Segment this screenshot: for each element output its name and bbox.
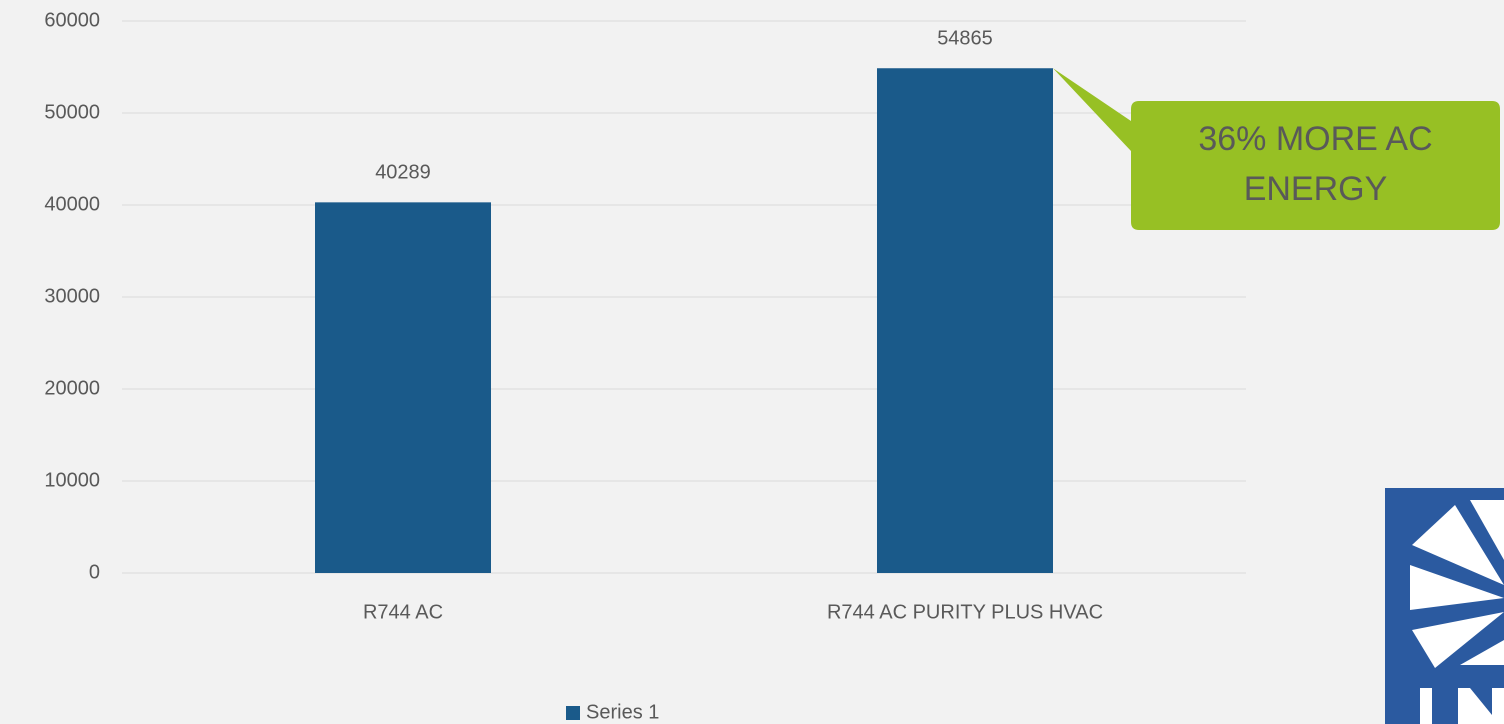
logo-wedge [1412,505,1504,585]
x-tick-label: R744 AC [363,601,443,623]
x-tick-label: R744 AC PURITY PLUS HVAC [827,601,1103,623]
y-tick-label: 10000 [44,469,100,491]
y-tick-label: 30000 [44,285,100,307]
bar [315,202,491,574]
y-tick-label: 40000 [44,193,100,215]
y-tick-label: 50000 [44,101,100,123]
logo-wedge [1460,640,1504,665]
logo-wedge [1410,565,1504,610]
logo-letter [1458,688,1504,724]
logo-letter [1420,688,1432,724]
logo-wedge [1470,500,1504,560]
data-label: 54865 [937,28,993,50]
legend-swatch [566,706,580,720]
data-label: 40289 [375,162,431,184]
y-tick-label: 20000 [44,377,100,399]
legend-label: Series 1 [586,701,659,723]
logo-wedge [1412,612,1504,668]
bar [877,68,1053,573]
y-tick-label: 60000 [44,9,100,31]
annotation: ENERGY [1244,170,1388,208]
y-tick-label: 0 [89,561,100,583]
annotation: 36% MORE AC [1198,120,1432,158]
callout [1053,68,1500,230]
logo [1385,488,1504,724]
